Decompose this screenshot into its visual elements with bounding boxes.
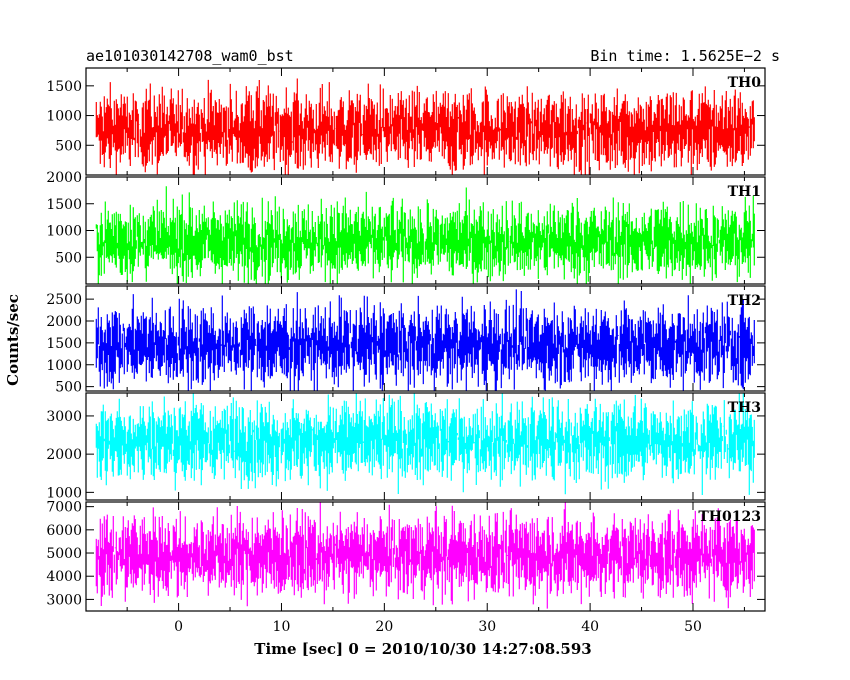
- series-line-th3: [95, 393, 755, 495]
- panel-label-th2: TH2: [728, 293, 761, 309]
- x-tick-label-50: 50: [684, 619, 702, 635]
- panel-label-th0123: TH0123: [698, 509, 761, 525]
- y-tick-label-th1-500: 500: [55, 250, 82, 266]
- y-tick-label-th0-500: 500: [55, 138, 82, 154]
- panel-frame-th0: [85, 67, 766, 176]
- y-tick-label-th3-3000: 3000: [46, 409, 82, 425]
- y-tick-label-th2-2000: 2000: [46, 314, 82, 330]
- y-tick-label-th0123-7000: 7000: [46, 500, 82, 516]
- y-tick-label-th1-1000: 1000: [46, 224, 82, 240]
- x-tick-label-10: 10: [273, 619, 291, 635]
- x-tick-label-30: 30: [478, 619, 496, 635]
- panel-frame-th3: [85, 392, 766, 501]
- y-tick-label-th3-1000: 1000: [46, 485, 82, 501]
- series-line-th0: [95, 78, 755, 175]
- panel-th2: 500 1000 1500 2000 2500 TH2: [46, 285, 766, 396]
- panel-label-th0: TH0: [728, 75, 762, 91]
- y-tick-label-th0-1000: 1000: [46, 109, 82, 125]
- series-line-th2: [95, 289, 755, 391]
- panel-th0: 500 1000 1500 TH0: [46, 67, 766, 176]
- panel-th1: 500 1000 1500 2000 TH1: [46, 170, 766, 285]
- panel-th3: 1000 2000 3000 TH3: [46, 392, 766, 501]
- y-tick-label-th0123-6000: 6000: [46, 523, 82, 539]
- panel-label-th1: TH1: [728, 184, 761, 200]
- y-tick-label-th0123-3000: 3000: [46, 592, 82, 608]
- y-tick-label-th0123-4000: 4000: [46, 569, 82, 585]
- x-tick-label-40: 40: [581, 619, 599, 635]
- y-tick-label-th0123-5000: 5000: [46, 546, 82, 562]
- y-tick-label-th2-1500: 1500: [46, 336, 82, 352]
- y-axis-label: Counts/sec: [4, 294, 22, 386]
- series-line-th0123: [95, 502, 755, 609]
- panel-label-th3: TH3: [728, 400, 761, 416]
- y-tick-label-th2-1000: 1000: [46, 358, 82, 374]
- y-tick-label-th3-2000: 2000: [46, 447, 82, 463]
- y-tick-label-th1-1500: 1500: [46, 197, 82, 213]
- panel-frame-th0123: [85, 501, 766, 612]
- header-right-label: Bin time: 1.5625E−2 s: [590, 47, 780, 65]
- x-tick-label-20: 20: [375, 619, 393, 635]
- header-left-label: ae101030142708_wam0_bst: [86, 47, 294, 65]
- y-tick-label-th1-2000: 2000: [46, 170, 82, 186]
- y-tick-label-th2-2500: 2500: [46, 292, 82, 308]
- y-tick-label-th2-500: 500: [55, 380, 82, 396]
- panel-frame-th2: [85, 285, 766, 392]
- x-axis-label: Time [sec] 0 = 2010/10/30 14:27:08.593: [254, 640, 591, 658]
- panel-th0123: 3000 4000 5000 6000 7000 TH0123: [46, 500, 766, 612]
- series-line-th1: [95, 186, 755, 284]
- x-tick-label-0: 0: [174, 619, 183, 635]
- y-tick-label-th0-1500: 1500: [46, 79, 82, 95]
